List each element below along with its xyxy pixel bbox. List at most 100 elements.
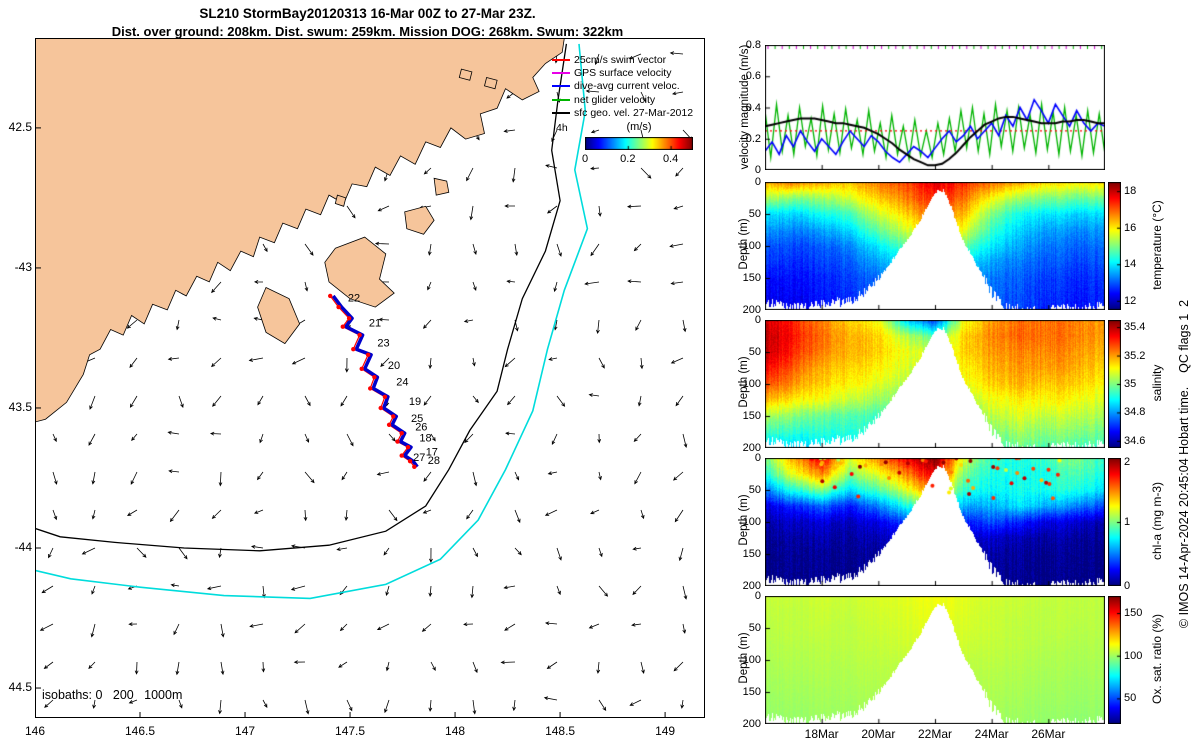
velocity-arrow (52, 509, 58, 521)
velocity-arrow (514, 547, 522, 556)
depth-tick-label: 150 (742, 686, 761, 698)
colorbar-tick-label: 14 (1124, 258, 1137, 271)
surfacing-marker (395, 439, 400, 444)
velocity-arrow (469, 205, 474, 221)
velocity-arrow (388, 509, 398, 522)
isobath-contours (35, 43, 589, 600)
velocity-arrow (304, 395, 311, 407)
dive-label-21: 21 (369, 318, 381, 330)
surfacing-marker (382, 394, 388, 399)
velocity-arrow (594, 53, 600, 66)
velocity-arrow (304, 433, 310, 443)
velocity-arrow (91, 585, 96, 595)
figure-title: SL210 StormBay20120313 16-Mar 00Z to 27-… (199, 6, 536, 21)
velocity-arrow (81, 547, 96, 555)
velocity-arrow (339, 623, 348, 632)
velocity-arrow (261, 661, 266, 673)
date-tick-label: 20Mar (861, 727, 896, 741)
velocity-arrow (290, 585, 306, 591)
velocity-arrow (129, 357, 138, 369)
dive-label-25: 25 (411, 413, 423, 425)
velocity-arrow (430, 433, 436, 442)
surfacing-marker (357, 332, 362, 338)
velocity-arrow (294, 623, 306, 634)
velocity-arrow (39, 623, 54, 631)
velocity-arrow (344, 357, 349, 373)
colorbar-tick-label: 35 (1124, 378, 1137, 390)
land-polygons (35, 38, 565, 423)
velocity-arrow (52, 433, 57, 443)
colorbar-tick-label: 35.4 (1124, 321, 1146, 334)
contour-200m isobath (35, 43, 568, 552)
velocity-colorbar-tick-label: 0.2 (620, 153, 636, 165)
velocity-arrow (169, 509, 180, 523)
surfacing-marker (378, 405, 383, 411)
velocity-arrow (669, 243, 684, 248)
legend-line-sample (552, 72, 570, 75)
velocity-arrow (175, 661, 180, 676)
velocity-arrow (134, 661, 139, 675)
velocity-arrow (41, 585, 54, 594)
depth-tick-label: 200 (742, 718, 761, 730)
map-x-tick-label: 147 (235, 724, 256, 738)
depth-tick-label: 200 (742, 580, 761, 592)
velocity-arrow (91, 509, 96, 520)
velocity-arrow (220, 661, 225, 676)
map-y-tick-label: 44.5 (8, 680, 32, 695)
velocity-arrow (44, 699, 54, 708)
velocity-arrow (682, 585, 688, 600)
velocity-arrow (556, 395, 566, 407)
map-y-tick-label: -44 (14, 540, 32, 554)
velocity-arrow (464, 433, 474, 444)
velocity-arrow (544, 621, 558, 626)
velocity-arrow (553, 281, 558, 293)
velocity-arrow (670, 357, 684, 364)
velocity-plot (765, 45, 1105, 170)
contour-1000m isobath (35, 43, 589, 600)
date-tick-label: 18Mar (804, 727, 839, 741)
velocity-arrow (637, 395, 642, 407)
colorbar-tick-label: 1 (1124, 516, 1131, 528)
depth-tick-label: 0 (754, 314, 761, 326)
velocity-arrow (514, 243, 519, 257)
surfacing-marker (340, 324, 345, 329)
velocity-arrow (546, 661, 558, 670)
velocity-arrow (670, 281, 684, 286)
velocity-y-tick-label: 0 (754, 164, 761, 176)
legend-entry-label: GPS surface velocity (574, 67, 672, 80)
velocity-arrow (304, 699, 310, 715)
velocity-arrow (427, 243, 432, 256)
velocity-arrow (673, 661, 684, 672)
velocity-arrow (556, 585, 561, 596)
surfacing-marker (412, 464, 417, 469)
velocity-arrow (639, 357, 644, 370)
velocity-arrow (598, 471, 602, 481)
velocity-colorbar-tick-label: 0 (581, 153, 589, 165)
velocity-arrow (422, 319, 432, 329)
velocity-arrow (472, 281, 477, 291)
velocity-arrow (598, 357, 605, 369)
velocity-arrow (259, 433, 264, 444)
velocity-arrow (341, 471, 348, 481)
depth-tick-label: 0 (754, 176, 761, 188)
colorbar-tick-label: 50 (1124, 692, 1137, 705)
island-0 (324, 236, 395, 308)
map-y-tick-label: 42.5 (8, 119, 32, 134)
velocity-arrow (590, 509, 600, 515)
velocity-arrow (627, 279, 642, 284)
velocity-arrow (136, 547, 147, 558)
legend-entry: dive-avg current veloc. (552, 80, 712, 93)
velocity-arrow (598, 585, 609, 597)
velocity-y-tick-label: 0.8 (745, 39, 761, 51)
island-2 (433, 177, 450, 196)
temperature-section-plot (765, 182, 1105, 310)
velocity-arrow (503, 585, 516, 590)
surfacing-marker (391, 414, 396, 419)
velocity-arrow (250, 545, 264, 549)
velocity-arrow (629, 699, 642, 706)
velocity-arrow (584, 281, 600, 286)
velocity-arrow (253, 509, 264, 514)
velocity-arrow (128, 622, 138, 626)
velocity-arrow (423, 471, 432, 482)
velocity-arrow (336, 547, 348, 551)
